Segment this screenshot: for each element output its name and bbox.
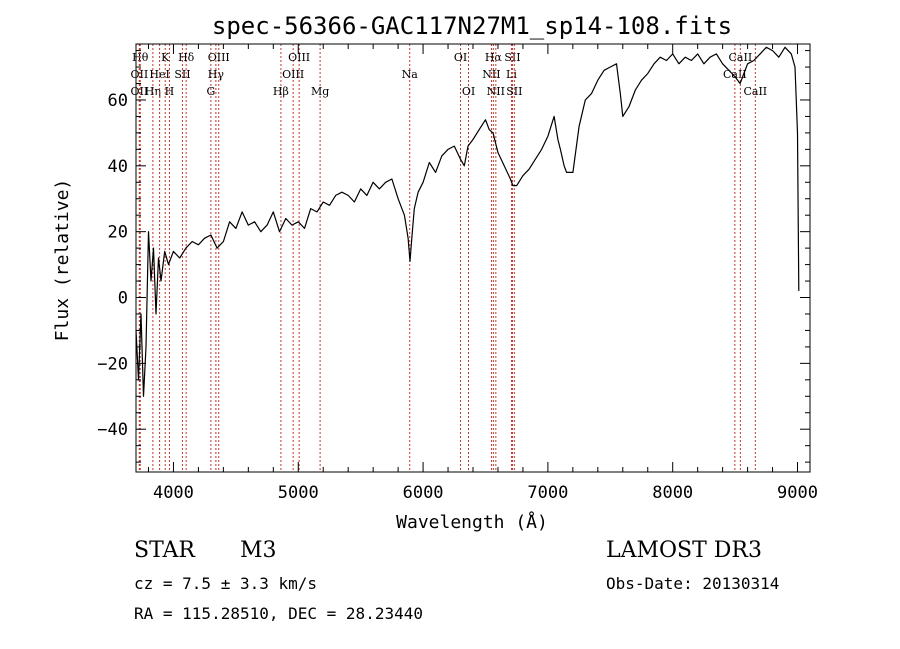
- line-marker-label: OII: [131, 85, 149, 98]
- axis-ticks: 4000 5000 6000 7000 8000 9000 −40 −20 0 20 40 60: [97, 44, 818, 503]
- line-marker-label: G: [206, 85, 215, 98]
- y-tick-label: 60: [108, 91, 128, 111]
- redshift-velocity: cz = 7.5 ± 3.3 km/s: [134, 574, 318, 593]
- y-axis-label: Flux (relative): [52, 179, 73, 342]
- coordinates: RA = 115.28510, DEC = 28.23440: [134, 604, 423, 623]
- line-markers: HθOIIOIIHηHeIKHSIIHδGHγOIIIHβOIIIOIIIMgN…: [131, 44, 767, 472]
- line-marker-label: Hγ: [208, 68, 225, 81]
- line-marker-label: Hβ: [273, 85, 289, 98]
- spectrum-series-line: [135, 46, 800, 397]
- line-marker-label: OI: [454, 51, 467, 64]
- x-tick-label: 9000: [777, 483, 818, 503]
- y-tick-label: −40: [97, 420, 128, 440]
- y-tick-label: 40: [108, 157, 128, 177]
- x-tick-label: 8000: [652, 483, 693, 503]
- chart-title: spec-56366-GAC117N27M1_sp14-108.fits: [212, 12, 732, 40]
- line-marker-label: Li: [506, 68, 517, 81]
- line-marker-label: HeI: [149, 68, 169, 81]
- line-marker-label: SII: [174, 68, 190, 81]
- line-marker-label: SII: [506, 85, 522, 98]
- line-marker-label: OIII: [282, 68, 304, 81]
- x-axis-label: Wavelength (Å): [396, 511, 548, 533]
- observation-date: Obs-Date: 20130314: [606, 574, 780, 593]
- line-marker-label: OIII: [288, 51, 310, 64]
- y-tick-label: −20: [97, 354, 128, 374]
- line-marker-label: Na: [402, 68, 419, 81]
- object-subclass: M3: [240, 538, 277, 563]
- line-marker-label: OII: [131, 68, 149, 81]
- line-marker-label: NII: [487, 85, 505, 98]
- x-tick-label: 7000: [527, 483, 568, 503]
- line-marker-label: SII: [504, 51, 520, 64]
- plot-area: [135, 46, 800, 397]
- line-marker-label: NII: [482, 68, 500, 81]
- y-tick-label: 0: [118, 289, 128, 309]
- object-class: STAR: [134, 538, 195, 563]
- line-marker-label: Hδ: [178, 51, 195, 64]
- x-tick-label: 4000: [153, 483, 194, 503]
- x-tick-label: 5000: [278, 483, 319, 503]
- line-marker-label: CaII: [743, 85, 767, 98]
- plot-frame: [135, 43, 811, 473]
- line-marker-label: Hα: [485, 51, 503, 64]
- x-tick-label: 6000: [403, 483, 444, 503]
- y-tick-label: 20: [108, 223, 128, 243]
- line-marker-label: OIII: [208, 51, 230, 64]
- line-marker-label: K: [161, 51, 170, 64]
- line-marker-label: Hη: [145, 85, 161, 98]
- line-marker-label: Mg: [311, 85, 329, 98]
- line-marker-label: Hθ: [132, 51, 149, 64]
- line-marker-label: H: [165, 85, 175, 98]
- survey-name: LAMOST DR3: [606, 538, 762, 563]
- line-marker-label: CaII: [729, 51, 753, 64]
- line-marker-label: OI: [462, 85, 475, 98]
